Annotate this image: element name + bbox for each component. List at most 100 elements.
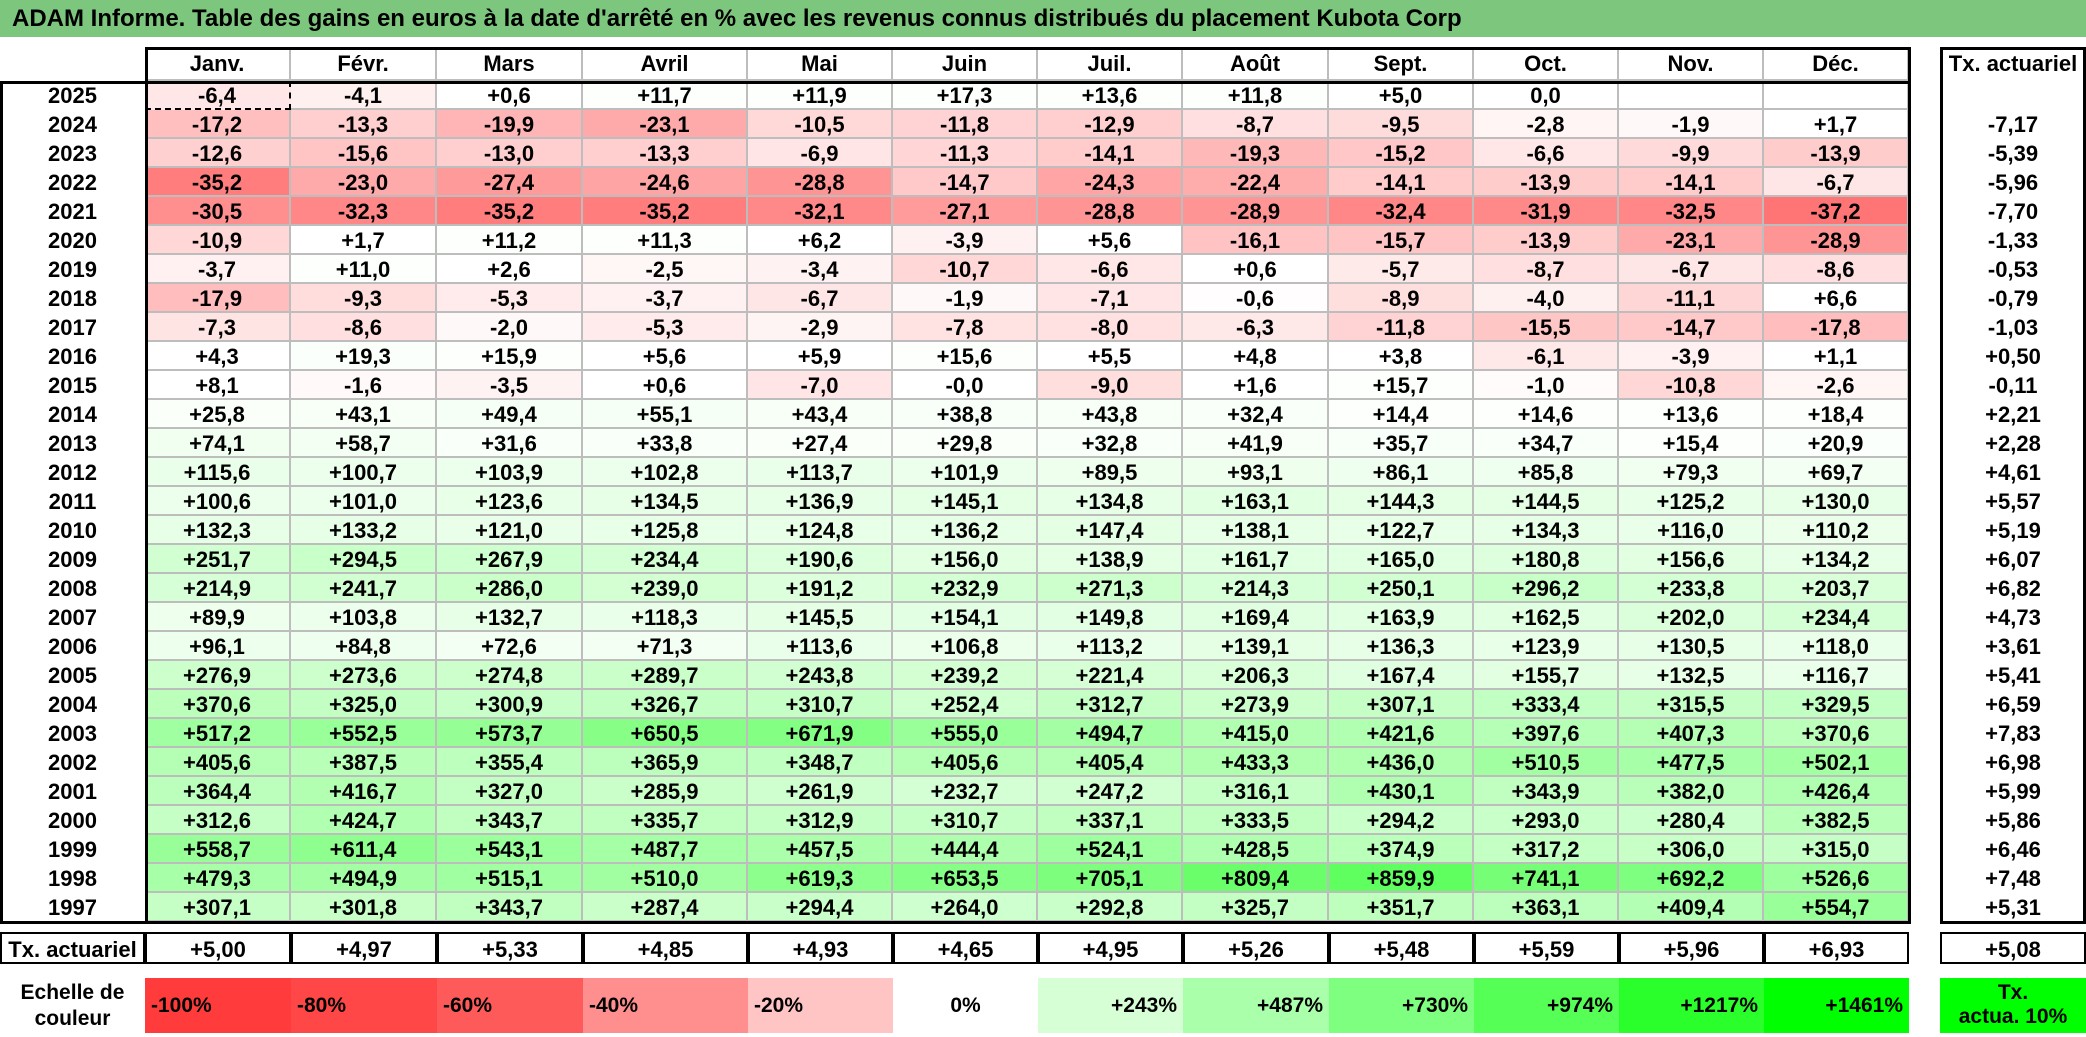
value-cell: +326,7 (583, 690, 748, 719)
value-cell: +409,4 (1619, 893, 1764, 922)
legend-rate: Tx. actua. 10% (1940, 978, 2086, 1033)
value-cell: +69,7 (1764, 458, 1909, 487)
value-cell: -9,0 (1038, 371, 1183, 400)
month-header: Oct. (1474, 47, 1619, 81)
value-cell: +79,3 (1619, 458, 1764, 487)
value-cell: -6,6 (1038, 255, 1183, 284)
table-row: 2003 +517,2 +552,5 +573,7 +650,5 +671,9 +555,0… (0, 719, 2086, 748)
value-cell: +650,5 (583, 719, 748, 748)
value-cell: -35,2 (583, 197, 748, 226)
rate-cell: +7,48 (1985, 866, 2041, 891)
value-cell: +416,7 (291, 777, 437, 806)
value-cell: +118,0 (1764, 632, 1909, 661)
value-cell: +273,6 (291, 661, 437, 690)
value-cell: +351,7 (1329, 893, 1474, 922)
value-cell: +85,8 (1474, 458, 1619, 487)
value-cell: +163,1 (1183, 487, 1329, 516)
value-cell: -15,6 (291, 139, 437, 168)
year-label: 2001 (48, 779, 97, 804)
color-scale-legend: Echelle de couleur -100% -80% -60% -40% -20% 0%… (0, 978, 2086, 1033)
value-cell: +315,5 (1619, 690, 1764, 719)
table-row: 1998 +479,3 +494,9 +515,1 +510,0 +619,3 +653,5… (0, 864, 2086, 893)
rate-cell: +5,31 (1985, 895, 2041, 920)
value-cell: +161,7 (1183, 545, 1329, 574)
value-cell: -23,1 (1619, 226, 1764, 255)
value-cell: +134,5 (583, 487, 748, 516)
value-cell: +145,1 (893, 487, 1038, 516)
table-row: 2001 +364,4 +416,7 +327,0 +285,9 +261,9 +232,7… (0, 777, 2086, 806)
value-cell: +294,4 (748, 893, 893, 922)
value-cell: -2,5 (583, 255, 748, 284)
value-cell: +363,1 (1474, 893, 1619, 922)
value-cell: +306,0 (1619, 835, 1764, 864)
value-cell: -5,3 (437, 284, 583, 313)
table-row: 2011 +100,6 +101,0 +123,6 +134,5 +136,9 +145,1… (0, 487, 2086, 516)
value-cell: +5,5 (1038, 342, 1183, 371)
value-cell: +15,6 (893, 342, 1038, 371)
value-cell: +247,2 (1038, 777, 1183, 806)
value-cell: -24,3 (1038, 168, 1183, 197)
year-label: 2017 (48, 315, 97, 340)
value-cell: +502,1 (1764, 748, 1909, 777)
value-cell: +239,0 (583, 574, 748, 603)
value-cell: -13,9 (1474, 226, 1619, 255)
value-cell: +543,1 (437, 835, 583, 864)
value-cell: +167,4 (1329, 661, 1474, 690)
table-row: 2007 +89,9 +103,8 +132,7 +118,3 +145,5 +154,1 +… (0, 603, 2086, 632)
value-cell: +343,9 (1474, 777, 1619, 806)
value-cell: +71,3 (583, 632, 748, 661)
value-cell: +274,8 (437, 661, 583, 690)
table-row: 1997 +307,1 +301,8 +343,7 +287,4 +294,4 +264,0… (0, 893, 2086, 922)
value-cell: -0,6 (1183, 284, 1329, 313)
rate-cell (1940, 81, 2086, 110)
value-cell: +113,7 (748, 458, 893, 487)
value-cell: +144,5 (1474, 487, 1619, 516)
value-cell: +11,7 (583, 81, 748, 110)
value-cell: +180,8 (1474, 545, 1619, 574)
value-cell: -0,0 (893, 371, 1038, 400)
value-cell: -7,8 (893, 313, 1038, 342)
value-cell: -23,0 (291, 168, 437, 197)
value-cell: +121,0 (437, 516, 583, 545)
value-cell: +19,3 (291, 342, 437, 371)
value-cell: +552,5 (291, 719, 437, 748)
value-cell: +101,9 (893, 458, 1038, 487)
value-cell: +4,3 (145, 342, 291, 371)
value-cell: -5,3 (583, 313, 748, 342)
value-cell: +11,8 (1183, 81, 1329, 110)
value-cell: +58,7 (291, 429, 437, 458)
value-cell: +130,0 (1764, 487, 1909, 516)
value-cell: +271,3 (1038, 574, 1183, 603)
value-cell: -32,1 (748, 197, 893, 226)
value-cell: +285,9 (583, 777, 748, 806)
value-cell: -19,3 (1183, 139, 1329, 168)
value-cell: +1,1 (1764, 342, 1909, 371)
value-cell: +86,1 (1329, 458, 1474, 487)
value-cell: +6,6 (1764, 284, 1909, 313)
value-cell: -28,9 (1183, 197, 1329, 226)
value-cell: +6,2 (748, 226, 893, 255)
value-cell: -10,7 (893, 255, 1038, 284)
value-cell: -9,3 (291, 284, 437, 313)
value-cell: +100,7 (291, 458, 437, 487)
value-cell: +169,4 (1183, 603, 1329, 632)
rate-cell: +6,82 (1985, 576, 2041, 601)
legend-step: +974% (1474, 978, 1619, 1033)
rate-cell: +7,83 (1985, 721, 2041, 746)
value-cell: -13,3 (291, 110, 437, 139)
rate-cell: -0,53 (1987, 257, 2039, 282)
value-cell: +232,7 (893, 777, 1038, 806)
value-cell: +524,1 (1038, 835, 1183, 864)
value-cell: +293,0 (1474, 806, 1619, 835)
rate-cell: +5,19 (1985, 518, 2041, 543)
value-cell: +165,0 (1329, 545, 1474, 574)
table-row: 2005 +276,9 +273,6 +274,8 +289,7 +243,8 +239,2… (0, 661, 2086, 690)
value-cell: +124,8 (748, 516, 893, 545)
legend-step: -20% (748, 978, 893, 1033)
footer-value: +5,33 (437, 932, 583, 964)
value-cell: +294,5 (291, 545, 437, 574)
legend-step: -80% (291, 978, 437, 1033)
value-cell: +653,5 (893, 864, 1038, 893)
value-cell: +147,4 (1038, 516, 1183, 545)
value-cell: -24,6 (583, 168, 748, 197)
